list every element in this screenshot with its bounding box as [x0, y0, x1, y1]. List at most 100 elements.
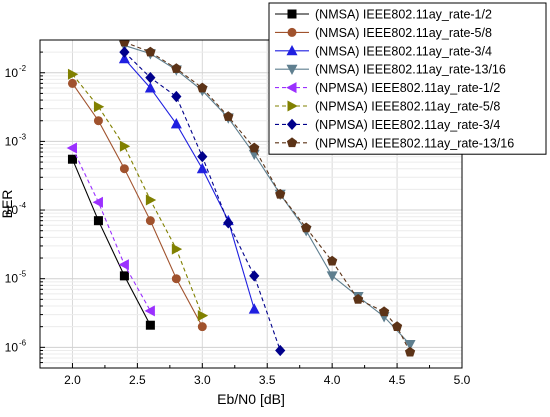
data-point	[145, 46, 156, 57]
legend-marker	[286, 118, 298, 131]
legend-marker	[287, 100, 298, 112]
y-tick-label: 10	[5, 203, 19, 217]
legend-entry: (NPMSA) IEEE802.11ay_rate-13/16	[275, 136, 514, 150]
data-point	[223, 111, 234, 121]
data-point	[119, 271, 129, 281]
legend-entry: (NMSA) IEEE802.11ay_rate-5/8	[275, 26, 492, 40]
data-point	[223, 217, 234, 229]
data-point	[67, 154, 77, 164]
x-tick-label: 5.0	[454, 373, 471, 387]
data-point	[171, 243, 183, 255]
data-point	[301, 222, 312, 233]
legend-entry: (NMSA) IEEE802.11ay_rate-1/2	[275, 8, 492, 22]
data-point	[197, 150, 208, 163]
legend-marker	[286, 137, 298, 148]
series-line	[71, 147, 151, 312]
series-3	[118, 52, 260, 314]
x-tick-label: 4.5	[389, 373, 406, 387]
data-point	[145, 194, 157, 206]
y-tick-exponent: -2	[19, 64, 27, 73]
y-tick-label: 10	[5, 272, 19, 286]
legend-marker	[286, 44, 298, 56]
data-point	[197, 322, 207, 332]
y-tick-exponent: -6	[19, 338, 27, 347]
legend-label: (NMSA) IEEE802.11ay_rate-1/2	[315, 8, 492, 22]
y-tick-exponent: -4	[19, 201, 27, 210]
y-tick-label: 10	[5, 134, 19, 148]
data-point	[196, 162, 208, 174]
legend-entry: (NPMSA) IEEE802.11ay_rate-1/2	[275, 81, 500, 95]
data-point	[67, 68, 79, 80]
series-2	[67, 78, 207, 332]
data-point	[249, 142, 260, 153]
legend-entry: (NPMSA) IEEE802.11ay_rate-3/4	[275, 118, 500, 132]
legend-entry: (NMSA) IEEE802.11ay_rate-13/16	[275, 63, 506, 77]
y-tick-label: 10	[5, 66, 19, 80]
legend-label: (NPMSA) IEEE802.11ay_rate-3/4	[315, 118, 500, 132]
data-point	[119, 40, 130, 47]
x-tick-label: 3.5	[259, 373, 276, 387]
data-point	[275, 344, 286, 357]
series-1	[67, 154, 155, 330]
data-point	[197, 310, 209, 322]
legend-label: (NPMSA) IEEE802.11ay_rate-1/2	[315, 81, 500, 95]
x-tick-label: 3.0	[194, 373, 211, 387]
data-point	[171, 63, 182, 73]
data-point	[171, 90, 182, 103]
y-tick-exponent: -3	[19, 132, 27, 141]
data-point	[93, 101, 105, 113]
legend-marker	[286, 64, 298, 76]
data-point	[353, 293, 364, 304]
series-8	[119, 40, 416, 357]
data-point	[404, 339, 416, 351]
axes: 2.0 2.5 3.0 3.5 4.0 4.5 5.010-610-510-410 -310-…	[5, 39, 471, 387]
data-point	[93, 216, 103, 226]
data-point	[145, 71, 156, 84]
legend-label: (NMSA) IEEE802.11ay_rate-13/16	[315, 63, 506, 77]
legend-marker	[287, 9, 297, 19]
series-lines	[66, 40, 416, 357]
data-point	[378, 306, 390, 317]
data-point	[197, 82, 208, 93]
legend-label: (NMSA) IEEE802.11ay_rate-5/8	[315, 26, 492, 40]
legend-entry: (NPMSA) IEEE802.11ay_rate-5/8	[275, 100, 500, 114]
y-tick-label: 10	[5, 340, 19, 354]
data-point	[93, 116, 103, 126]
series-7	[119, 46, 286, 357]
data-point	[144, 305, 155, 317]
series-line	[123, 58, 255, 310]
data-point	[66, 142, 77, 154]
legend-marker	[286, 82, 297, 94]
legend-label: (NPMSA) IEEE802.11ay_rate-5/8	[315, 100, 500, 114]
data-point	[145, 216, 155, 226]
y-tick-exponent: -5	[19, 270, 27, 279]
data-point	[145, 320, 155, 330]
data-point	[119, 46, 130, 58]
legend-label: (NMSA) IEEE802.11ay_rate-3/4	[315, 44, 492, 58]
legend-entry: (NMSA) IEEE802.11ay_rate-3/4	[275, 44, 492, 58]
series-line	[71, 159, 151, 326]
data-point	[118, 259, 129, 271]
data-point	[118, 52, 130, 64]
x-tick-label: 4.0	[324, 373, 341, 387]
data-point	[170, 118, 182, 129]
data-point	[92, 196, 103, 208]
data-point	[326, 271, 338, 282]
data-point	[404, 346, 416, 357]
legend-marker	[287, 27, 297, 37]
data-point	[119, 164, 129, 174]
plot-frame	[39, 39, 463, 369]
legend-label: (NPMSA) IEEE802.11ay_rate-13/16	[315, 136, 514, 150]
x-axis-label: Eb/N0 [dB]	[217, 391, 285, 407]
data-point	[249, 270, 260, 282]
series-line	[72, 83, 203, 327]
data-point	[171, 274, 181, 284]
legend: (NMSA) IEEE802.11ay_rate-1/2 (NMSA) IEEE8…	[268, 2, 547, 155]
data-point	[67, 78, 77, 88]
series-6	[67, 68, 209, 322]
data-point	[119, 140, 131, 152]
data-point	[327, 255, 338, 266]
data-point	[275, 188, 286, 199]
